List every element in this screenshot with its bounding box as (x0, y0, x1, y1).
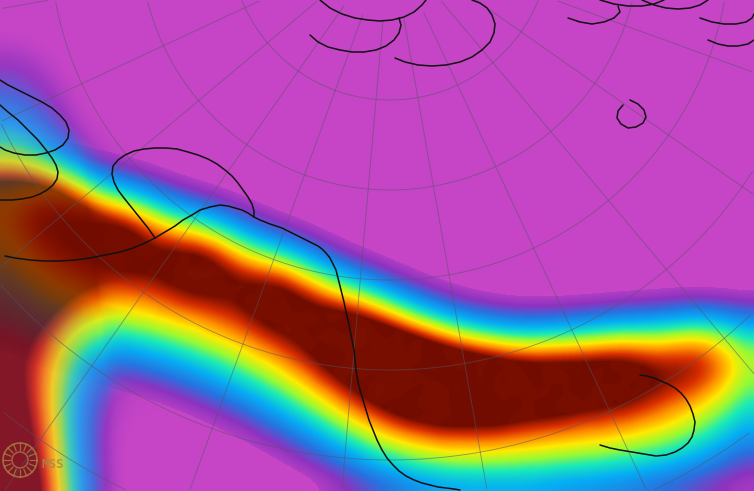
Text: MSS: MSS (42, 459, 65, 471)
